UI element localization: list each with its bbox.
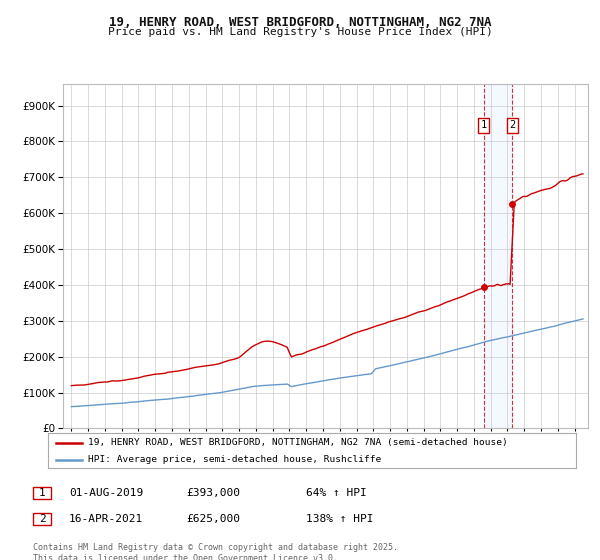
Text: Price paid vs. HM Land Registry's House Price Index (HPI): Price paid vs. HM Land Registry's House … — [107, 27, 493, 37]
Text: 16-APR-2021: 16-APR-2021 — [69, 514, 143, 524]
Text: 138% ↑ HPI: 138% ↑ HPI — [306, 514, 373, 524]
Text: Contains HM Land Registry data © Crown copyright and database right 2025.
This d: Contains HM Land Registry data © Crown c… — [33, 543, 398, 560]
Text: 01-AUG-2019: 01-AUG-2019 — [69, 488, 143, 498]
Text: £625,000: £625,000 — [186, 514, 240, 524]
Text: 2: 2 — [509, 120, 515, 130]
Bar — [484, 84, 512, 428]
Text: 19, HENRY ROAD, WEST BRIDGFORD, NOTTINGHAM, NG2 7NA: 19, HENRY ROAD, WEST BRIDGFORD, NOTTINGH… — [109, 16, 491, 29]
Text: 1: 1 — [481, 120, 487, 130]
Text: 2: 2 — [38, 514, 46, 524]
Text: 1: 1 — [38, 488, 46, 498]
Text: £393,000: £393,000 — [186, 488, 240, 498]
Text: 64% ↑ HPI: 64% ↑ HPI — [306, 488, 367, 498]
Text: HPI: Average price, semi-detached house, Rushcliffe: HPI: Average price, semi-detached house,… — [88, 455, 381, 464]
Text: 19, HENRY ROAD, WEST BRIDGFORD, NOTTINGHAM, NG2 7NA (semi-detached house): 19, HENRY ROAD, WEST BRIDGFORD, NOTTINGH… — [88, 438, 508, 447]
